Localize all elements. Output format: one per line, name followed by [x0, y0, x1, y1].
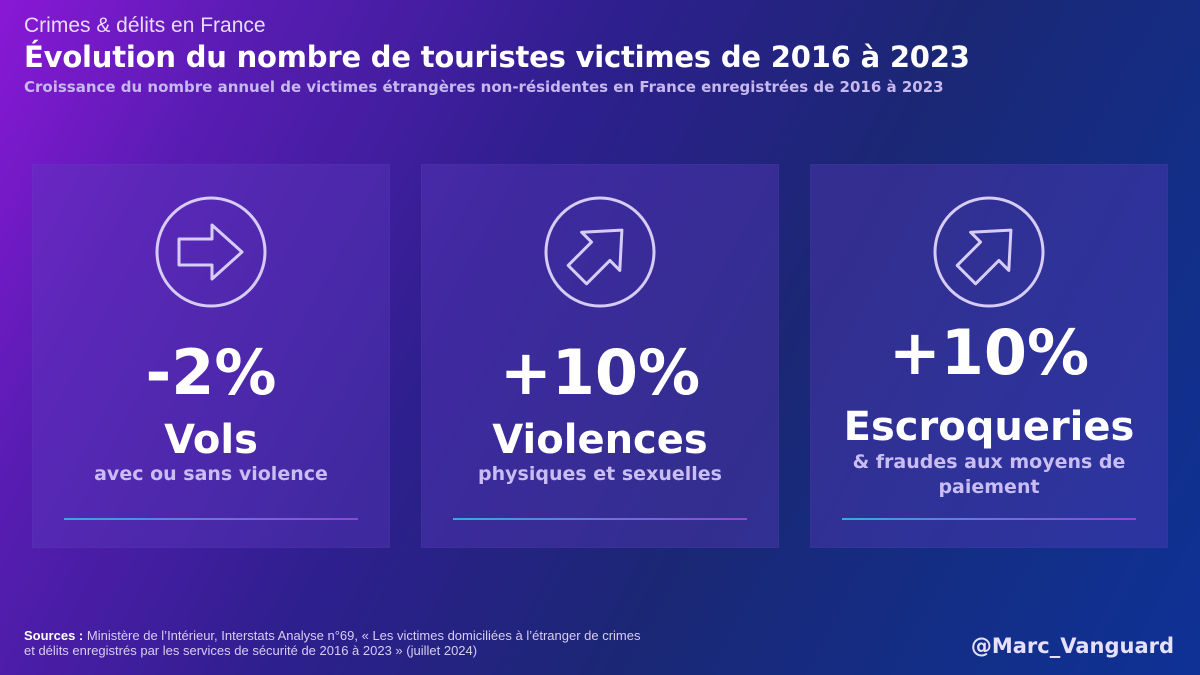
card-category: Vols — [164, 417, 258, 463]
card-category: Escroqueries — [843, 404, 1135, 450]
card-description-line: & fraudes aux moyens de — [852, 451, 1126, 473]
header: Crimes & délits en France Évolution du n… — [24, 14, 970, 96]
card-vols: -2% Vols avec ou sans violence — [32, 164, 390, 548]
card-description-line: avec ou sans violence — [94, 463, 328, 485]
sources-text-line: et délits enregistrés par les services d… — [24, 643, 478, 658]
author-handle: @Marc_Vanguard — [970, 634, 1174, 658]
card-value: +10% — [888, 316, 1090, 389]
card-value: +10% — [499, 336, 701, 409]
card-divider — [64, 518, 358, 520]
page-title: Évolution du nombre de touristes victime… — [24, 40, 970, 74]
card-divider — [453, 518, 747, 520]
arrow-right-circle-icon — [155, 196, 267, 308]
sources-note: Sources : Ministère de l’Intérieur, Inte… — [24, 628, 724, 658]
card-description-line: paiement — [938, 476, 1040, 498]
card-category: Violences — [492, 417, 708, 463]
card-value: -2% — [145, 336, 277, 409]
sources-label: Sources : — [24, 628, 84, 643]
card-divider — [842, 518, 1136, 520]
kicker: Crimes & délits en France — [24, 14, 266, 37]
arrow-up-right-circle-icon — [544, 196, 656, 308]
sources-text-line: Ministère de l’Intérieur, Interstats Ana… — [86, 628, 641, 643]
card-description-line: physiques et sexuelles — [478, 463, 722, 485]
page-subtitle: Croissance du nombre annuel de victimes … — [24, 78, 944, 96]
card-violences: +10% Violences physiques et sexuelles — [421, 164, 779, 548]
card-escroqueries: +10% Escroqueries & fraudes aux moyens d… — [810, 164, 1168, 548]
arrow-up-right-circle-icon — [933, 196, 1045, 308]
